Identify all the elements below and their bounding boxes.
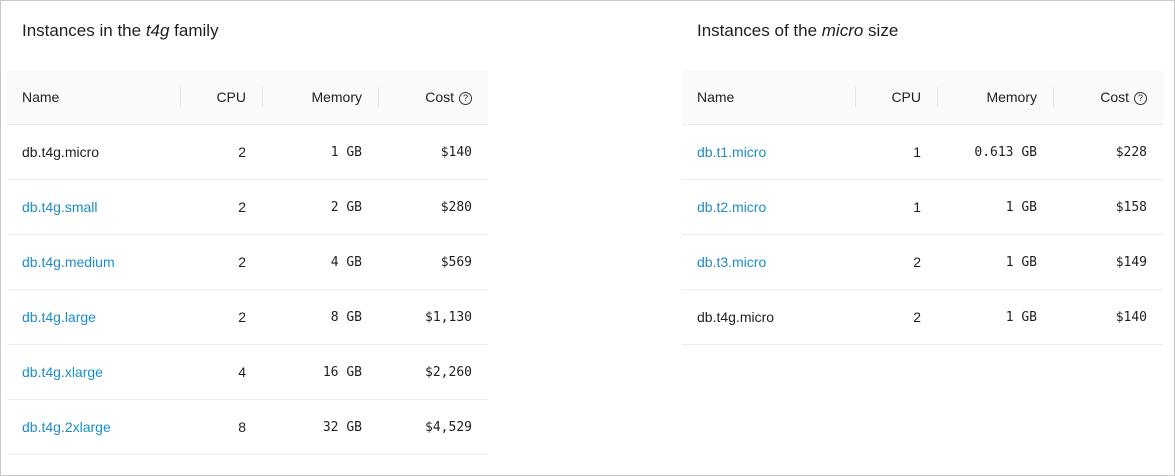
cost-cell: $149 [1053,234,1163,290]
table-row: db.t3.micro 2 1 GB $149 [682,234,1163,290]
table-row: db.t4g.micro 2 1 GB $140 [7,124,488,180]
instance-name-cell: db.t4g.micro [7,124,180,180]
table-row: db.t1.micro 1 0.613 GB $228 [682,124,1163,180]
column-header-cpu[interactable]: CPU [180,70,262,125]
title-emphasis: t4g [145,21,170,40]
panel-title: Instances of the micro size [697,21,898,41]
column-header-name[interactable]: Name [7,70,180,125]
cost-cell: $140 [378,124,488,180]
cpu-cell: 1 [855,124,937,180]
column-header-label: Cost [425,89,454,105]
cpu-cell: 1 [855,179,937,235]
table-row: db.t4g.micro 2 1 GB $140 [682,289,1163,345]
title-text: Instances of the [697,21,822,40]
column-header-label: Memory [311,89,362,105]
column-header-label: Cost [1100,89,1129,105]
instance-name-cell: db.t4g.micro [682,289,855,345]
cpu-cell: 4 [180,344,262,400]
memory-cell: 0.613 GB [937,124,1053,180]
instance-name-cell: db.t4g.large [7,289,180,345]
instance-name-cell: db.t2.micro [682,179,855,235]
memory-cell: 1 GB [937,179,1053,235]
cost-cell: $4,529 [378,399,488,455]
question-circle-icon[interactable]: ? [459,92,472,105]
instance-name-cell: db.t4g.xlarge [7,344,180,400]
title-text: family [169,21,219,40]
cost-cell: $1,130 [378,289,488,345]
title-text: Instances in the [22,21,146,40]
question-circle-icon[interactable]: ? [1134,92,1147,105]
cost-cell: $2,260 [378,344,488,400]
instance-name-cell: db.t3.micro [682,234,855,290]
instance-name: db.t4g.micro [22,144,100,160]
instances-table: Name CPU Memory Cost? db.t4g.micro 2 1 GB $… [7,70,488,455]
instance-link[interactable]: db.t4g.large [22,309,96,325]
memory-cell: 1 GB [937,234,1053,290]
instance-name: db.t4g.micro [697,309,775,325]
column-header-cost[interactable]: Cost? [1053,70,1163,125]
cpu-cell: 2 [180,234,262,290]
title-emphasis: micro [821,21,864,40]
memory-cell: 1 GB [262,124,378,180]
cost-cell: $140 [1053,289,1163,345]
column-header-label: Memory [986,89,1037,105]
instance-link[interactable]: db.t3.micro [697,254,767,270]
column-header-label: CPU [891,89,921,105]
table-header-row: Name CPU Memory Cost? [682,70,1163,125]
column-header-name[interactable]: Name [682,70,855,125]
table-row: db.t4g.large 2 8 GB $1,130 [7,289,488,345]
column-header-cpu[interactable]: CPU [855,70,937,125]
cpu-cell: 2 [180,289,262,345]
cpu-cell: 2 [855,234,937,290]
table-header-row: Name CPU Memory Cost? [7,70,488,125]
memory-cell: 16 GB [262,344,378,400]
table-row: db.t4g.2xlarge 8 32 GB $4,529 [7,399,488,455]
column-header-cost[interactable]: Cost? [378,70,488,125]
column-header-memory[interactable]: Memory [937,70,1053,125]
cost-cell: $280 [378,179,488,235]
table-row: db.t2.micro 1 1 GB $158 [682,179,1163,235]
instance-name-cell: db.t4g.medium [7,234,180,290]
memory-cell: 8 GB [262,289,378,345]
table-row: db.t4g.medium 2 4 GB $569 [7,234,488,290]
table-row: db.t4g.xlarge 4 16 GB $2,260 [7,344,488,400]
column-header-label: Name [697,89,735,105]
instance-name-cell: db.t4g.2xlarge [7,399,180,455]
instance-link[interactable]: db.t4g.2xlarge [22,419,111,435]
cpu-cell: 8 [180,399,262,455]
cpu-cell: 2 [180,124,262,180]
instances-table: Name CPU Memory Cost? db.t1.micro 1 0.613 G… [682,70,1163,345]
column-header-memory[interactable]: Memory [262,70,378,125]
memory-cell: 32 GB [262,399,378,455]
instance-link[interactable]: db.t4g.small [22,199,98,215]
memory-cell: 4 GB [262,234,378,290]
memory-cell: 1 GB [937,289,1053,345]
instance-name-cell: db.t4g.small [7,179,180,235]
cpu-cell: 2 [855,289,937,345]
instance-name-cell: db.t1.micro [682,124,855,180]
instance-link[interactable]: db.t4g.xlarge [22,364,103,380]
cpu-cell: 2 [180,179,262,235]
column-header-label: CPU [216,89,246,105]
cost-cell: $228 [1053,124,1163,180]
title-text: size [863,21,899,40]
table-row: db.t4g.small 2 2 GB $280 [7,179,488,235]
instance-link[interactable]: db.t1.micro [697,144,767,160]
panel-title: Instances in the t4g family [22,21,219,41]
memory-cell: 2 GB [262,179,378,235]
cost-cell: $158 [1053,179,1163,235]
cost-cell: $569 [378,234,488,290]
instance-link[interactable]: db.t2.micro [697,199,767,215]
instance-link[interactable]: db.t4g.medium [22,254,115,270]
column-header-label: Name [22,89,60,105]
